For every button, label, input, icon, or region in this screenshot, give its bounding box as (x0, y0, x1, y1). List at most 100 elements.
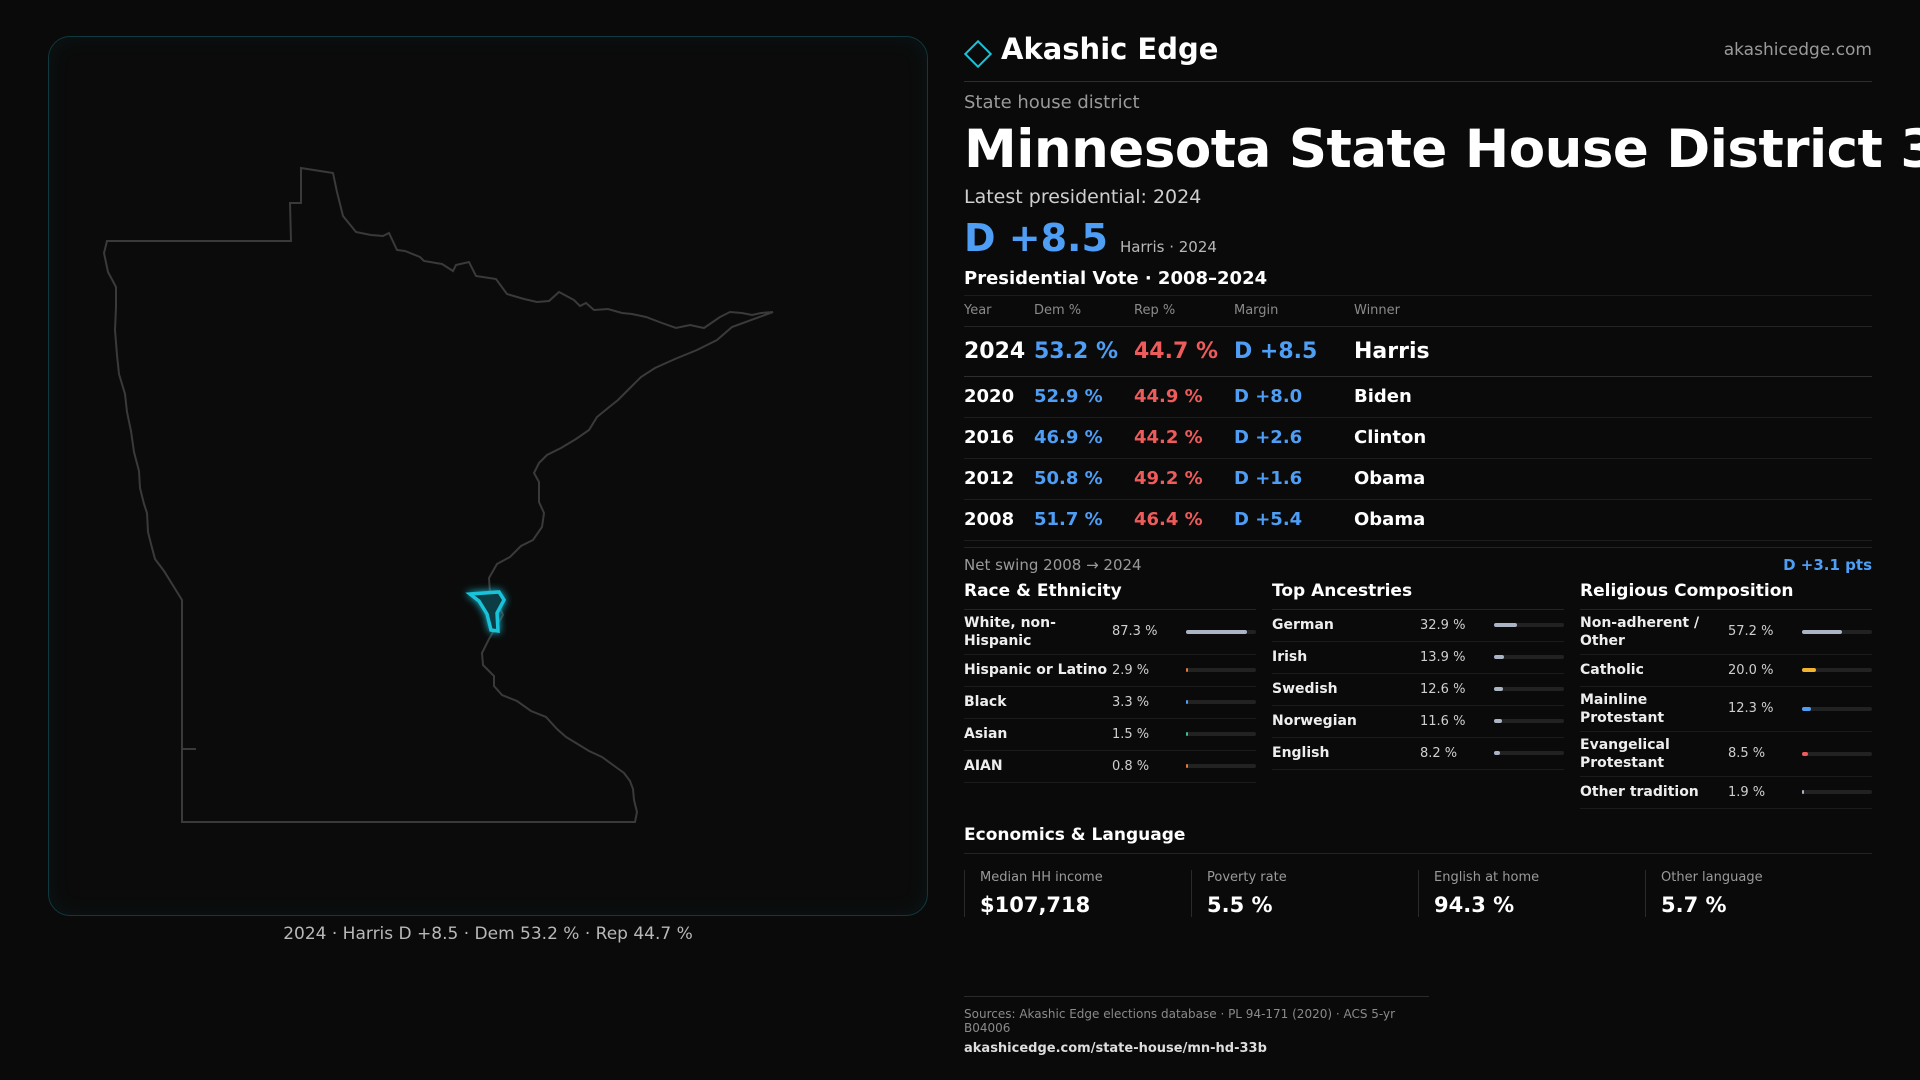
list-item: Other tradition 1.9 % (1580, 777, 1872, 809)
table-row: 2016 46.9 % 44.2 % D +2.6 Clinton (964, 417, 1872, 459)
net-swing-label: Net swing 2008 → 2024 (964, 555, 1142, 574)
share-bar (1802, 706, 1872, 711)
cell-winner: Clinton (1354, 417, 1872, 459)
cell-dem: 52.9 % (1034, 376, 1134, 418)
share-bar (1494, 719, 1564, 723)
share-bar-fill (1494, 751, 1500, 755)
cell-margin: D +5.4 (1234, 499, 1354, 541)
list-item: Irish 13.9 % (1272, 642, 1564, 674)
share-bar (1186, 668, 1256, 672)
share-bar-fill (1186, 732, 1188, 736)
item-label: AIAN (964, 758, 1003, 774)
stat-label: Median HH income (980, 869, 1103, 885)
col-rep: Rep % (1134, 296, 1234, 327)
share-bar-fill (1802, 706, 1811, 711)
cell-dem: 51.7 % (1034, 499, 1134, 541)
cell-year: 2016 (964, 417, 1034, 459)
col-dem: Dem % (1034, 296, 1134, 327)
stat-value: 94.3 % (1434, 892, 1515, 917)
economics-stats: Median HH income $107,718 Poverty rate 5… (964, 869, 1872, 917)
race-section: Race & Ethnicity White, non-Hispanic 87.3… (964, 581, 1256, 809)
share-bar (1494, 687, 1564, 691)
item-label: English (1272, 745, 1330, 761)
list-item: Evangelical Protestant 8.5 % (1580, 732, 1872, 777)
state-outline-map (102, 166, 774, 823)
stat-other-language: Other language 5.7 % (1645, 869, 1872, 917)
race-title: Race & Ethnicity (964, 581, 1256, 610)
share-bar-fill (1802, 751, 1808, 756)
list-item: White, non-Hispanic 87.3 % (964, 610, 1256, 655)
stat-value: 5.5 % (1207, 892, 1273, 917)
footer-url[interactable]: akashicedge.com/state-house/mn-hd-33b (964, 1041, 1267, 1056)
item-label: Other tradition (1580, 784, 1699, 800)
stat-label: Poverty rate (1207, 869, 1287, 885)
minnesota-outline (102, 166, 774, 823)
item-value: 1.9 % (1728, 784, 1766, 800)
religion-title: Religious Composition (1580, 581, 1872, 610)
item-value: 13.9 % (1420, 649, 1466, 665)
headline-margin-value: D +8.5 (964, 216, 1108, 260)
brand-url[interactable]: akashicedge.com (1723, 40, 1872, 60)
table-row: 2008 51.7 % 46.4 % D +5.4 Obama (964, 499, 1872, 541)
col-winner: Winner (1354, 296, 1872, 327)
district-map[interactable] (48, 36, 928, 916)
col-year: Year (964, 296, 1034, 327)
share-bar-fill (1494, 623, 1517, 627)
presidential-table-title: Presidential Vote · 2008–2024 (964, 268, 1872, 296)
cell-year: 2012 (964, 458, 1034, 500)
headline-margin: D +8.5 Harris · 2024 (964, 218, 1872, 258)
cell-margin: D +1.6 (1234, 458, 1354, 500)
footer-sources: Sources: Akashic Edge elections database… (964, 1007, 1396, 1035)
share-bar-fill (1802, 668, 1816, 672)
cell-dem: 53.2 % (1034, 326, 1134, 377)
list-item: Hispanic or Latino 2.9 % (964, 655, 1256, 687)
religion-section: Religious Composition Non-adherent / Oth… (1580, 581, 1872, 809)
stat-value: $107,718 (980, 892, 1091, 917)
share-bar-fill (1802, 629, 1842, 634)
detail-panel: Akashic Edge akashicedge.com State house… (963, 30, 1920, 917)
district-highlight[interactable] (465, 590, 507, 634)
share-bar (1802, 751, 1872, 756)
share-bar (1494, 751, 1564, 755)
share-bar (1186, 764, 1256, 768)
item-value: 57.2 % (1728, 624, 1774, 639)
share-bar (1186, 732, 1256, 736)
diamond-logo-icon (963, 39, 993, 69)
share-bar-fill (1802, 790, 1804, 794)
list-item: Swedish 12.6 % (1272, 674, 1564, 706)
table-row: 2012 50.8 % 49.2 % D +1.6 Obama (964, 458, 1872, 500)
economics-title: Economics & Language (964, 825, 1872, 854)
item-label: White, non-Hispanic (964, 614, 1056, 649)
table-row: 2020 52.9 % 44.9 % D +8.0 Biden (964, 376, 1872, 418)
cell-margin: D +8.0 (1234, 376, 1354, 418)
list-item: Asian 1.5 % (964, 719, 1256, 751)
item-value: 11.6 % (1420, 713, 1466, 729)
cell-winner: Obama (1354, 499, 1872, 541)
cell-winner: Obama (1354, 458, 1872, 500)
item-value: 32.9 % (1420, 617, 1466, 633)
share-bar-fill (1186, 764, 1188, 768)
item-value: 12.6 % (1420, 681, 1466, 697)
cell-rep: 44.2 % (1134, 417, 1234, 459)
net-swing-value: D +3.1 pts (1783, 555, 1872, 574)
item-label: Evangelical Protestant (1580, 736, 1670, 771)
share-bar (1186, 700, 1256, 704)
ancestry-title: Top Ancestries (1272, 581, 1564, 610)
cell-rep: 44.9 % (1134, 376, 1234, 418)
list-item: Non-adherent / Other 57.2 % (1580, 610, 1872, 655)
table-row: 2024 53.2 % 44.7 % D +8.5 Harris (964, 326, 1872, 377)
share-bar (1186, 629, 1256, 634)
latest-presidential-label: Latest presidential: 2024 (964, 186, 1202, 208)
stat-poverty-rate: Poverty rate 5.5 % (1191, 869, 1418, 917)
stat-median-income: Median HH income $107,718 (964, 869, 1191, 917)
brand-name[interactable]: Akashic Edge (1001, 32, 1219, 66)
cell-year: 2024 (964, 326, 1034, 377)
item-label: Catholic (1580, 662, 1644, 678)
item-value: 8.5 % (1728, 746, 1766, 761)
col-margin: Margin (1234, 296, 1354, 327)
ancestry-section: Top Ancestries German 32.9 % Irish 13.9 % Sw… (1272, 581, 1564, 809)
list-item: Norwegian 11.6 % (1272, 706, 1564, 738)
share-bar (1802, 668, 1872, 672)
item-value: 3.3 % (1112, 694, 1150, 710)
cell-rep: 44.7 % (1134, 326, 1234, 377)
